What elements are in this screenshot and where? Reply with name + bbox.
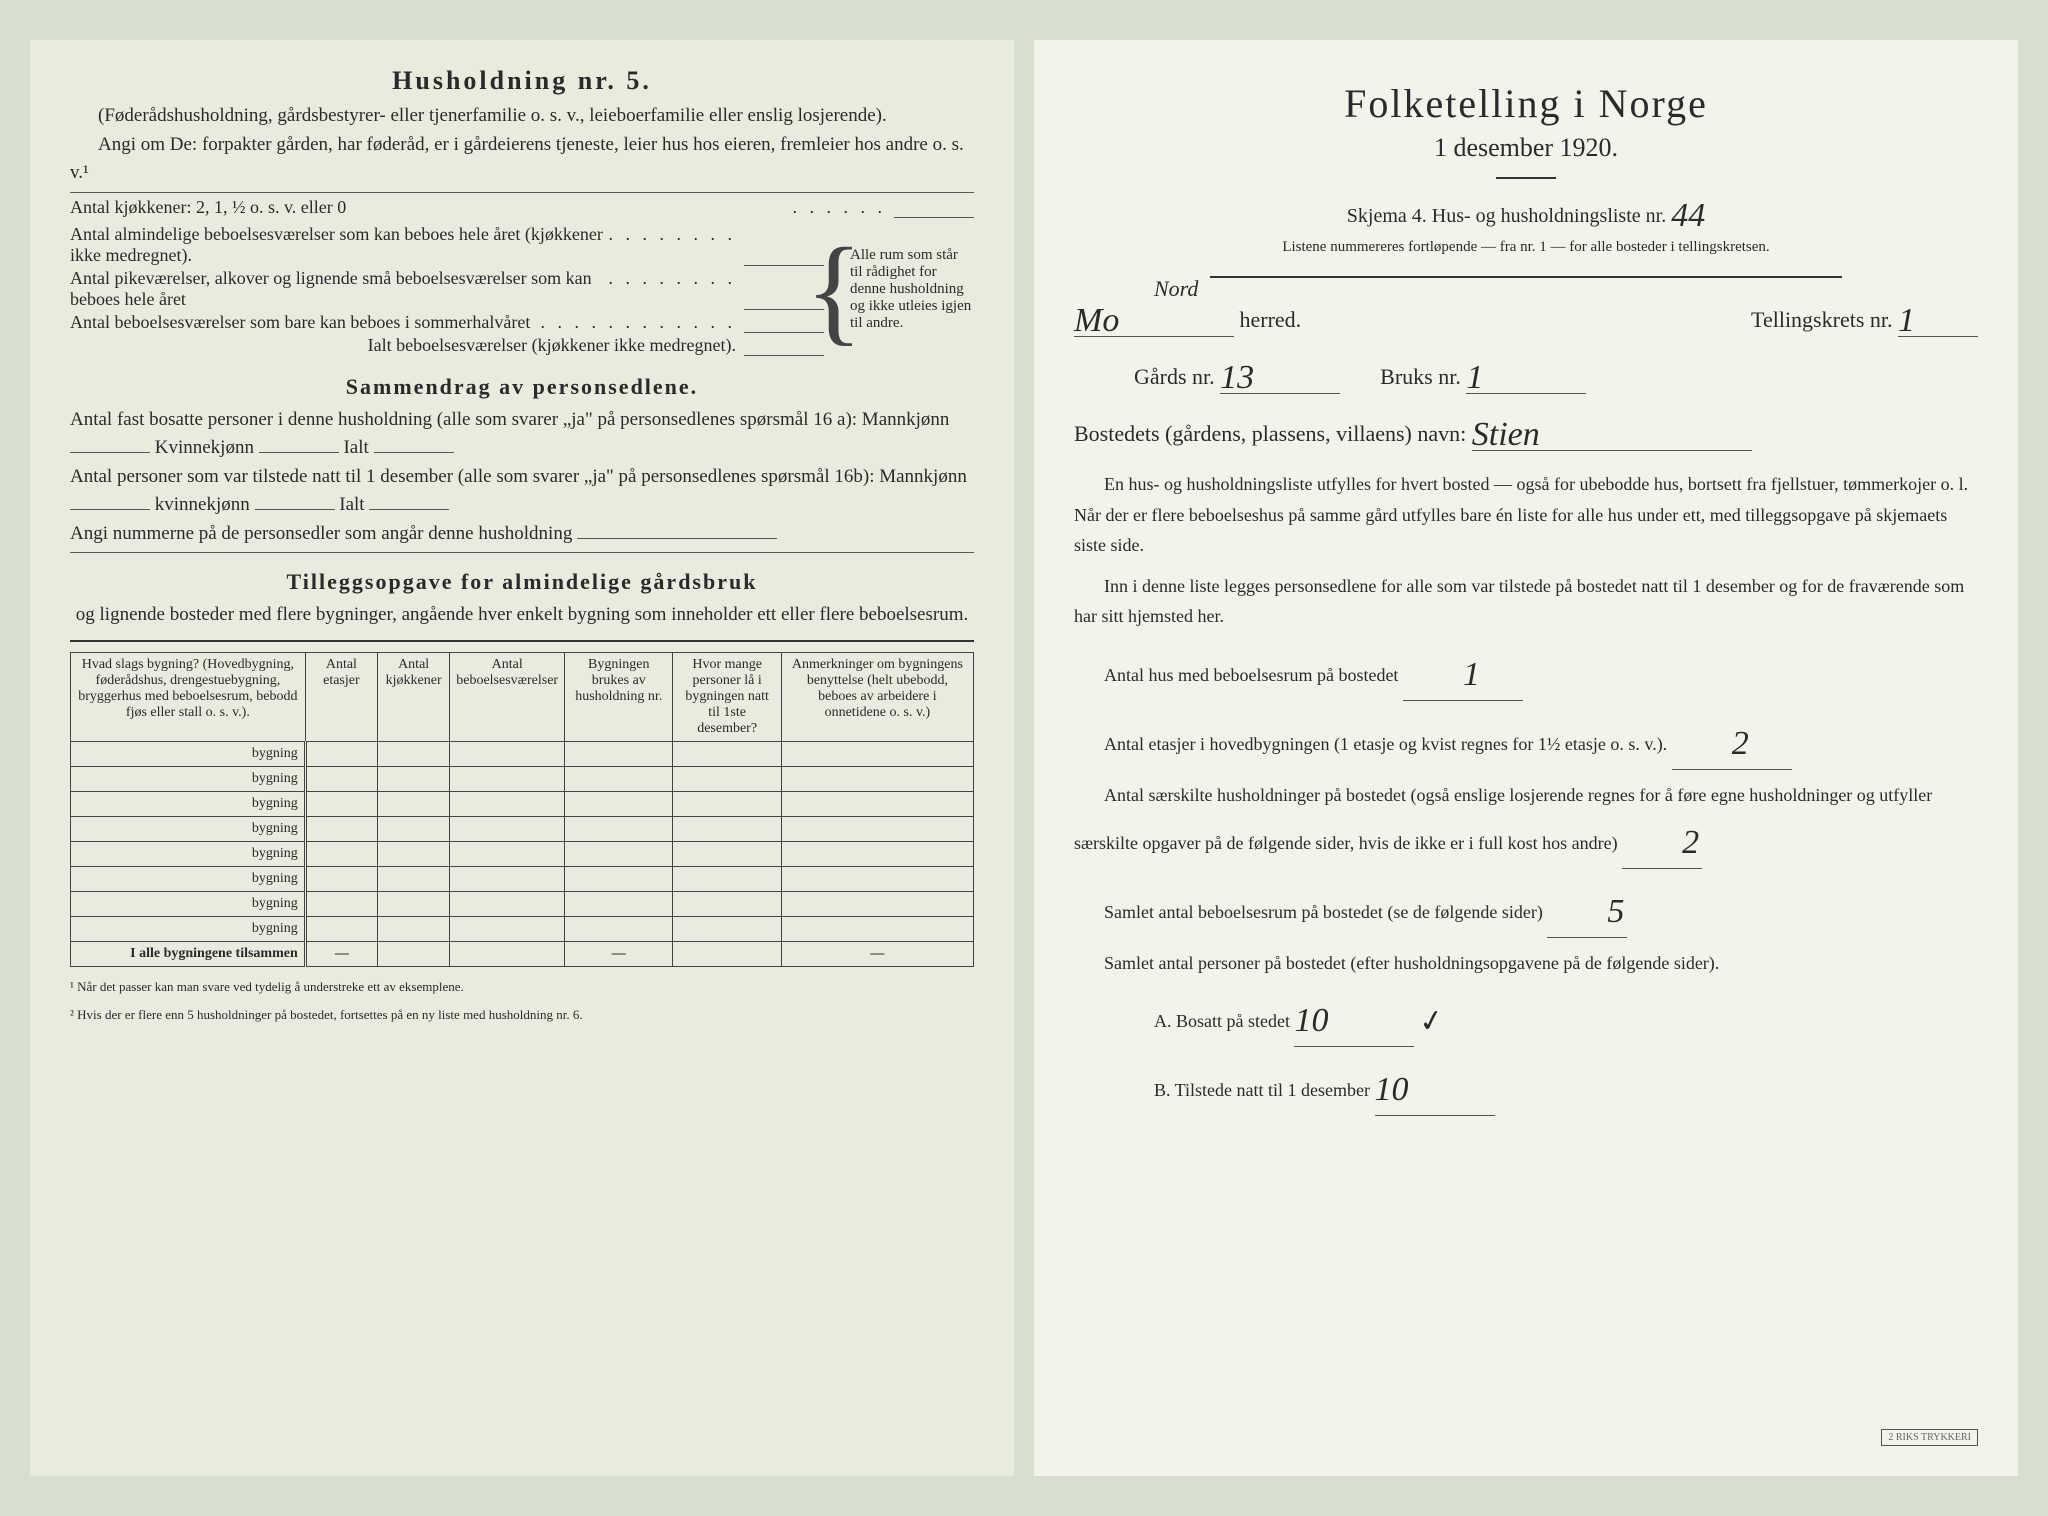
q-tilstede: B. Tilstede natt til 1 desember 10	[1154, 1057, 1978, 1116]
herred-value: Mo	[1074, 302, 1119, 340]
divider	[1496, 177, 1556, 179]
brace-icon: {	[824, 222, 844, 358]
table-total-row: I alle bygningene tilsammen — — —	[71, 941, 974, 966]
tillegg-sub: og lignende bosteder med flere bygninger…	[70, 601, 974, 630]
divider	[70, 552, 974, 553]
husholdning-note: (Føderådshusholdning, gårdsbestyrer- ell…	[70, 102, 974, 131]
page-date: 1 desember 1920.	[1074, 133, 1978, 163]
brace-line-1: Antal almindelige beboelsesværelser som …	[70, 224, 824, 266]
q-hushold-value: 2	[1652, 814, 1699, 872]
table-row: bygning	[71, 766, 974, 791]
right-page: Folketelling i Norge 1 desember 1920. Sk…	[1034, 40, 2018, 1476]
checkmark-icon: ✓	[1415, 995, 1449, 1050]
divider	[1210, 276, 1843, 278]
skjema-nr-value: 44	[1671, 197, 1705, 235]
gards-row: Gårds nr. 13 Bruks nr. 1	[1074, 355, 1978, 394]
q-bosatt: A. Bosatt på stedet 10 ✓	[1154, 988, 1978, 1047]
tellingskrets-value: 1	[1898, 302, 1915, 340]
liste-note: Listene nummereres fortløpende — fra nr.…	[1074, 239, 1978, 256]
skjema-line: Skjema 4. Hus- og husholdningsliste nr. …	[1074, 193, 1978, 231]
table-row: bygning	[71, 816, 974, 841]
para-1: En hus- og husholdningsliste utfylles fo…	[1074, 469, 1978, 561]
q-etasjer-value: 2	[1702, 715, 1749, 773]
bruks-value: 1	[1466, 359, 1483, 397]
table-row: bygning	[71, 741, 974, 766]
para-2: Inn i denne liste legges personsedlene f…	[1074, 571, 1978, 632]
tillegg-heading: Tilleggsopgave for almindelige gårdsbruk	[70, 569, 974, 595]
brace-block: Antal almindelige beboelsesværelser som …	[70, 222, 974, 358]
left-page: Husholdning nr. 5. (Føderådshusholdning,…	[30, 40, 1014, 1476]
table-row: bygning	[71, 791, 974, 816]
q-etasjer: Antal etasjer i hovedbygningen (1 etasje…	[1074, 711, 1978, 770]
q-hus-value: 1	[1433, 646, 1480, 704]
sammendrag-l3: Angi nummerne på de personsedler som ang…	[70, 520, 974, 549]
q-personer: Samlet antal personer på bostedet (efter…	[1074, 948, 1978, 979]
printer-stamp: 2 RIKS TRYKKERI	[1881, 1429, 1978, 1446]
brace-line-2: Antal pikeværelser, alkover og lignende …	[70, 268, 824, 310]
bosted-row: Bostedets (gårdens, plassens, villaens) …	[1074, 412, 1978, 451]
sammendrag-block-2: Antal personer som var tilstede natt til…	[70, 463, 974, 520]
table-row: bygning	[71, 866, 974, 891]
husholdning-heading: Husholdning nr. 5.	[70, 66, 974, 96]
q-hus: Antal hus med beboelsesrum på bostedet 1	[1074, 642, 1978, 701]
page-title: Folketelling i Norge	[1074, 80, 1978, 127]
table-row: bygning	[71, 916, 974, 941]
gards-value: 13	[1220, 359, 1254, 397]
bosted-value: Stien	[1472, 416, 1540, 454]
divider	[70, 192, 974, 193]
table-header-row: Hvad slags bygning? (Hovedbygning, føder…	[71, 652, 974, 741]
ialt-line: Ialt beboelsesværelser (kjøkkener ikke m…	[70, 335, 824, 356]
kjokkener-line: Antal kjøkkener: 2, 1, ½ o. s. v. eller …	[70, 197, 974, 218]
angi-line: Angi om De: forpakter gården, har føderå…	[70, 131, 974, 188]
footnote-1: ¹ Når det passer kan man svare ved tydel…	[70, 979, 974, 995]
brace-line-3: Antal beboelsesværelser som bare kan beb…	[70, 312, 824, 333]
tillegg-table: Hvad slags bygning? (Hovedbygning, føder…	[70, 652, 974, 967]
q-bosatt-value: 10	[1294, 992, 1328, 1050]
q-hushold: Antal særskilte husholdninger på bostede…	[1074, 780, 1978, 869]
herred-above-value: Nord	[1154, 276, 1198, 302]
tillegg-tbody: bygning bygning bygning bygning bygning …	[71, 741, 974, 941]
q-tilstede-value: 10	[1375, 1061, 1409, 1119]
sammendrag-block: Antal fast bosatte personer i denne hush…	[70, 406, 974, 463]
sammendrag-heading: Sammendrag av personsedlene.	[70, 374, 974, 400]
q-beboelsesrum: Samlet antal beboelsesrum på bostedet (s…	[1074, 879, 1978, 938]
brace-right-text: Alle rum som står til rådighet for denne…	[844, 222, 974, 358]
q-beboelsesrum-value: 5	[1577, 883, 1624, 941]
title-block: Folketelling i Norge 1 desember 1920.	[1074, 80, 1978, 179]
divider	[70, 640, 974, 642]
table-row: bygning	[71, 891, 974, 916]
footnote-2: ² Hvis der er flere enn 5 husholdninger …	[70, 1007, 974, 1023]
herred-row: Nord Mo herred. Tellingskrets nr. 1	[1074, 298, 1978, 337]
table-row: bygning	[71, 841, 974, 866]
